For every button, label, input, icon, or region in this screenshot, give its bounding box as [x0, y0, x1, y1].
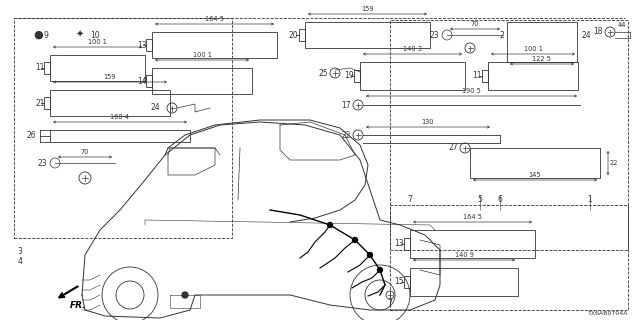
Circle shape: [328, 222, 333, 228]
Text: 7: 7: [408, 196, 412, 204]
Text: 18: 18: [593, 28, 603, 36]
Text: 190 5: 190 5: [462, 88, 481, 94]
Bar: [50, 90, 170, 116]
Text: 122 5: 122 5: [532, 56, 552, 62]
Circle shape: [182, 292, 188, 298]
Text: TX6AB0704A: TX6AB0704A: [588, 311, 628, 316]
Text: 23: 23: [429, 30, 439, 39]
Bar: [14, 18, 232, 238]
Text: 4: 4: [17, 258, 22, 267]
Bar: [507, 22, 577, 62]
Bar: [44, 97, 50, 109]
Text: 70: 70: [471, 21, 479, 27]
Bar: [50, 55, 145, 81]
Bar: [482, 70, 488, 82]
Text: 44: 44: [618, 22, 627, 28]
Bar: [410, 230, 535, 258]
Text: 22: 22: [610, 160, 618, 166]
Text: 21: 21: [35, 99, 45, 108]
Text: 2: 2: [499, 30, 504, 39]
Text: 164 5: 164 5: [463, 214, 482, 220]
Text: 13: 13: [138, 41, 147, 50]
Circle shape: [378, 268, 383, 273]
Text: 145: 145: [529, 172, 541, 178]
Text: 168 4: 168 4: [111, 114, 129, 120]
Text: 23: 23: [37, 158, 47, 167]
Bar: [354, 70, 360, 82]
Text: 27: 27: [449, 143, 458, 153]
Text: 140 9: 140 9: [454, 252, 474, 258]
Bar: [305, 22, 430, 48]
Text: 26: 26: [26, 132, 36, 140]
Text: 100 1: 100 1: [524, 46, 543, 52]
Text: 11: 11: [35, 63, 45, 73]
Bar: [152, 32, 277, 58]
Text: 22: 22: [342, 131, 351, 140]
Text: 14: 14: [138, 76, 147, 85]
Text: 5: 5: [477, 196, 483, 204]
Text: 11: 11: [472, 71, 482, 81]
Text: 7: 7: [388, 299, 392, 308]
Bar: [146, 75, 152, 87]
Text: 159: 159: [361, 6, 374, 12]
Bar: [146, 39, 152, 51]
Text: 10: 10: [90, 30, 100, 39]
Bar: [50, 130, 190, 142]
Text: ●: ●: [33, 30, 43, 40]
Bar: [390, 205, 628, 310]
Text: 6: 6: [497, 196, 502, 204]
Text: 24: 24: [581, 30, 591, 39]
Text: 20: 20: [289, 30, 298, 39]
Text: 100 1: 100 1: [88, 39, 107, 45]
Bar: [44, 62, 50, 74]
Text: 140 3: 140 3: [403, 46, 422, 52]
Bar: [299, 29, 305, 41]
Circle shape: [367, 252, 372, 258]
Bar: [360, 62, 465, 90]
Text: 25: 25: [318, 68, 328, 77]
Bar: [404, 276, 410, 288]
Text: 9: 9: [44, 30, 49, 39]
Circle shape: [353, 237, 358, 243]
Text: 19: 19: [344, 71, 354, 81]
Text: 159: 159: [104, 74, 116, 80]
Text: 15: 15: [394, 277, 404, 286]
Text: 130: 130: [422, 119, 435, 125]
Text: 3: 3: [17, 247, 22, 257]
Bar: [410, 268, 518, 296]
Text: ✦: ✦: [76, 30, 84, 40]
Text: 164 5: 164 5: [205, 16, 224, 22]
Bar: [404, 238, 410, 250]
Bar: [152, 68, 252, 94]
Text: 1: 1: [588, 196, 593, 204]
Text: 70: 70: [81, 149, 89, 155]
Bar: [390, 20, 628, 250]
Text: FR.: FR.: [70, 300, 86, 309]
Text: 13: 13: [394, 239, 404, 249]
Text: 24: 24: [150, 103, 160, 113]
Bar: [488, 62, 578, 90]
Text: 17: 17: [341, 100, 351, 109]
Text: 100 1: 100 1: [193, 52, 211, 58]
